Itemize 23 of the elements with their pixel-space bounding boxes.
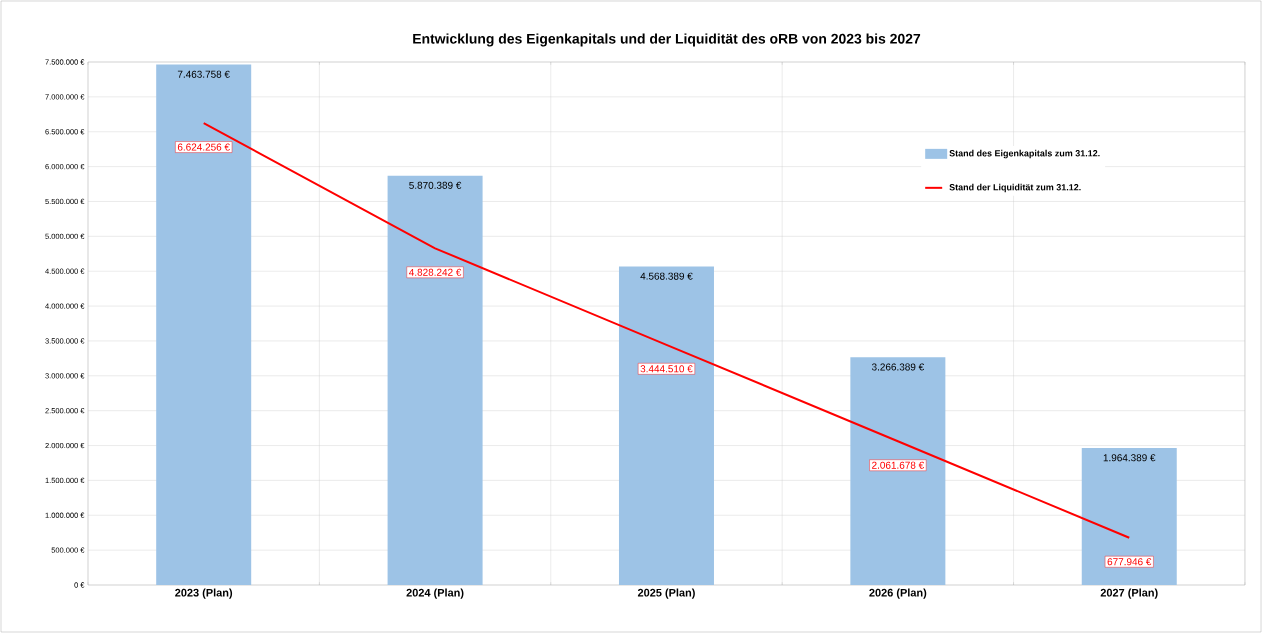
- data-label: 3.266.389 €: [871, 363, 925, 371]
- x-tick-label: 2023 (Plan): [175, 588, 233, 599]
- bar: [850, 357, 946, 585]
- data-label: 3.444.510 €: [640, 365, 693, 373]
- x-tick-label: 2027 (Plan): [1100, 588, 1158, 599]
- data-label: 7.463.758 €: [177, 70, 230, 78]
- chart-title: Entwicklung des Eigenkapitals und der Liquidität des oRB von 2023 bis 2027: [413, 33, 921, 47]
- data-label: 5.870.389 €: [409, 181, 462, 189]
- x-tick-label: 2026 (Plan): [869, 588, 927, 599]
- data-label: 1.964.389 €: [1103, 454, 1156, 462]
- data-label: 6.624.256 €: [177, 143, 230, 151]
- bar: [387, 175, 483, 585]
- x-tick-label: 2024 (Plan): [406, 588, 464, 599]
- data-label: 4.828.242 €: [409, 268, 462, 276]
- data-label: 4.568.389 €: [640, 272, 693, 280]
- bar: [1081, 448, 1177, 585]
- legend-label: Stand des Eigenkapitals zum 31.12.: [949, 149, 1100, 159]
- data-label: 2.061.678 €: [872, 461, 925, 469]
- bar: [156, 64, 252, 585]
- bar: [618, 266, 714, 585]
- data-label: 677.946 €: [1107, 558, 1152, 566]
- legend-label: Stand der Liquidität zum 31.12.: [949, 183, 1081, 193]
- x-tick-label: 2025 (Plan): [637, 588, 695, 599]
